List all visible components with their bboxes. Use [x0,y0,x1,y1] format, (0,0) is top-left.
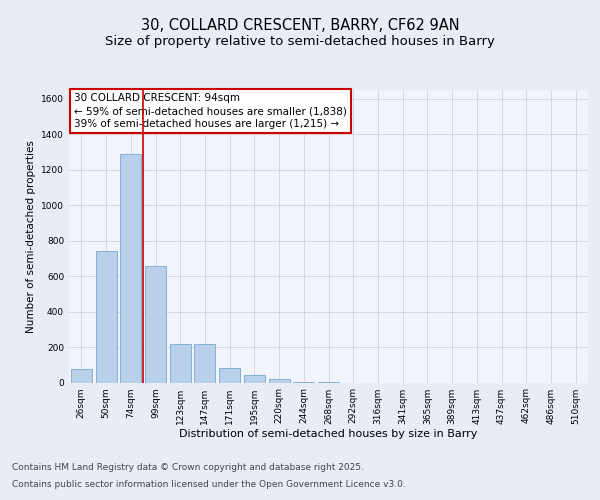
Bar [244,374,265,382]
Bar [71,369,92,382]
Bar [219,368,240,382]
Bar [269,379,290,382]
Bar [170,344,191,383]
Text: Contains HM Land Registry data © Crown copyright and database right 2025.: Contains HM Land Registry data © Crown c… [12,464,364,472]
Bar [95,252,116,382]
Text: 30 COLLARD CRESCENT: 94sqm
← 59% of semi-detached houses are smaller (1,838)
39%: 30 COLLARD CRESCENT: 94sqm ← 59% of semi… [74,93,347,130]
Y-axis label: Number of semi-detached properties: Number of semi-detached properties [26,140,35,332]
X-axis label: Distribution of semi-detached houses by size in Barry: Distribution of semi-detached houses by … [179,430,478,440]
Text: Contains public sector information licensed under the Open Government Licence v3: Contains public sector information licen… [12,480,406,489]
Text: Size of property relative to semi-detached houses in Barry: Size of property relative to semi-detach… [105,35,495,48]
Bar [120,154,141,382]
Text: 30, COLLARD CRESCENT, BARRY, CF62 9AN: 30, COLLARD CRESCENT, BARRY, CF62 9AN [140,18,460,32]
Bar [194,344,215,383]
Bar [145,266,166,382]
